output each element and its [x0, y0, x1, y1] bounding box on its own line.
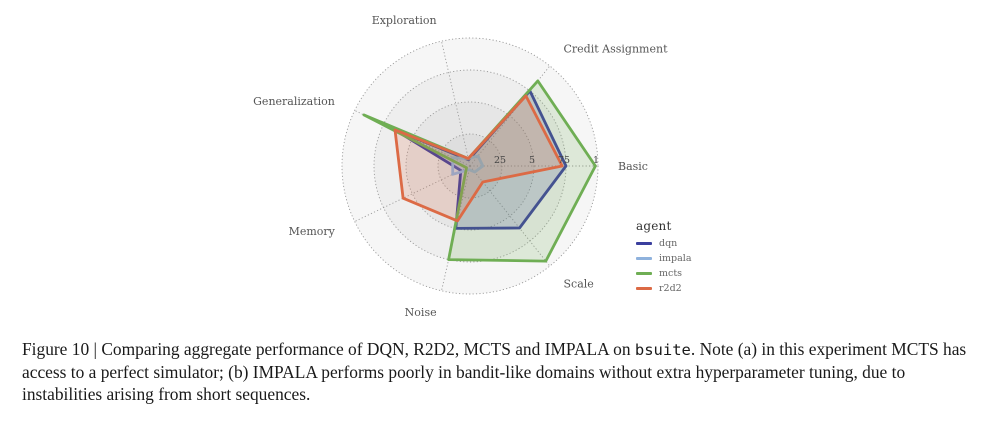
legend-title: agent [636, 219, 672, 233]
axis-label: Noise [405, 306, 437, 319]
radial-tick-label: 5 [529, 155, 535, 166]
legend-item-impala: impala [636, 251, 726, 266]
radar-grid-circle [437, 133, 503, 199]
legend-label: dqn [659, 238, 678, 249]
legend-swatch [636, 242, 652, 245]
figure-caption: Figure 10 | Comparing aggregate performa… [22, 338, 967, 405]
axis-label: Generalization [253, 95, 335, 108]
radar-chart: 25 5 75 1 Basic Credit Assignment Exploration G… [253, 14, 668, 319]
radar-grid-circle [341, 37, 599, 295]
caption-text-end: . Note (a) in this experiment MCTS has a… [22, 339, 967, 404]
legend-item-dqn: dqn [636, 236, 726, 251]
legend-label: mcts [659, 268, 683, 279]
caption-code: bsuite [634, 341, 691, 359]
radar-figure: 25 5 75 1 Basic Credit Assignment Exploration G… [253, 14, 726, 319]
radar-series [362, 79, 597, 263]
series-polygon-r2d2 [393, 94, 564, 223]
legend-label: r2d2 [659, 283, 682, 294]
radial-tick-label: 1 [593, 155, 599, 166]
radar-labels: 25 5 75 1 Basic Credit Assignment Exploration G… [253, 14, 668, 319]
radial-tick-label: 75 [558, 155, 570, 166]
radar-spoke [469, 65, 551, 167]
legend-swatch [636, 272, 652, 275]
radar-grid-circle [405, 101, 535, 231]
legend-swatch [636, 257, 652, 260]
radar-spoke [354, 110, 471, 167]
axis-label: Credit Assignment [564, 43, 669, 56]
axis-label: Exploration [372, 14, 437, 27]
radar-spoke [441, 41, 471, 167]
legend-swatch [636, 287, 652, 290]
caption-text-start: Figure 10 | Comparing aggregate performa… [22, 339, 635, 359]
legend-items: dqn impala mcts r2d2 [636, 236, 726, 296]
legend-label: impala [659, 253, 692, 264]
radar-spoke [354, 165, 471, 222]
series-polygon-impala [451, 154, 485, 176]
axis-label: Memory [289, 225, 336, 238]
legend-item-mcts: mcts [636, 266, 726, 281]
legend: agent dqn impala mcts r2d2 [636, 219, 726, 296]
axis-label: Scale [564, 277, 594, 290]
radial-tick-label: 25 [494, 155, 506, 166]
legend-item-r2d2: r2d2 [636, 281, 726, 296]
axis-label: Basic [618, 160, 648, 173]
series-polygon-mcts [362, 79, 597, 263]
radar-spoke [441, 165, 471, 291]
